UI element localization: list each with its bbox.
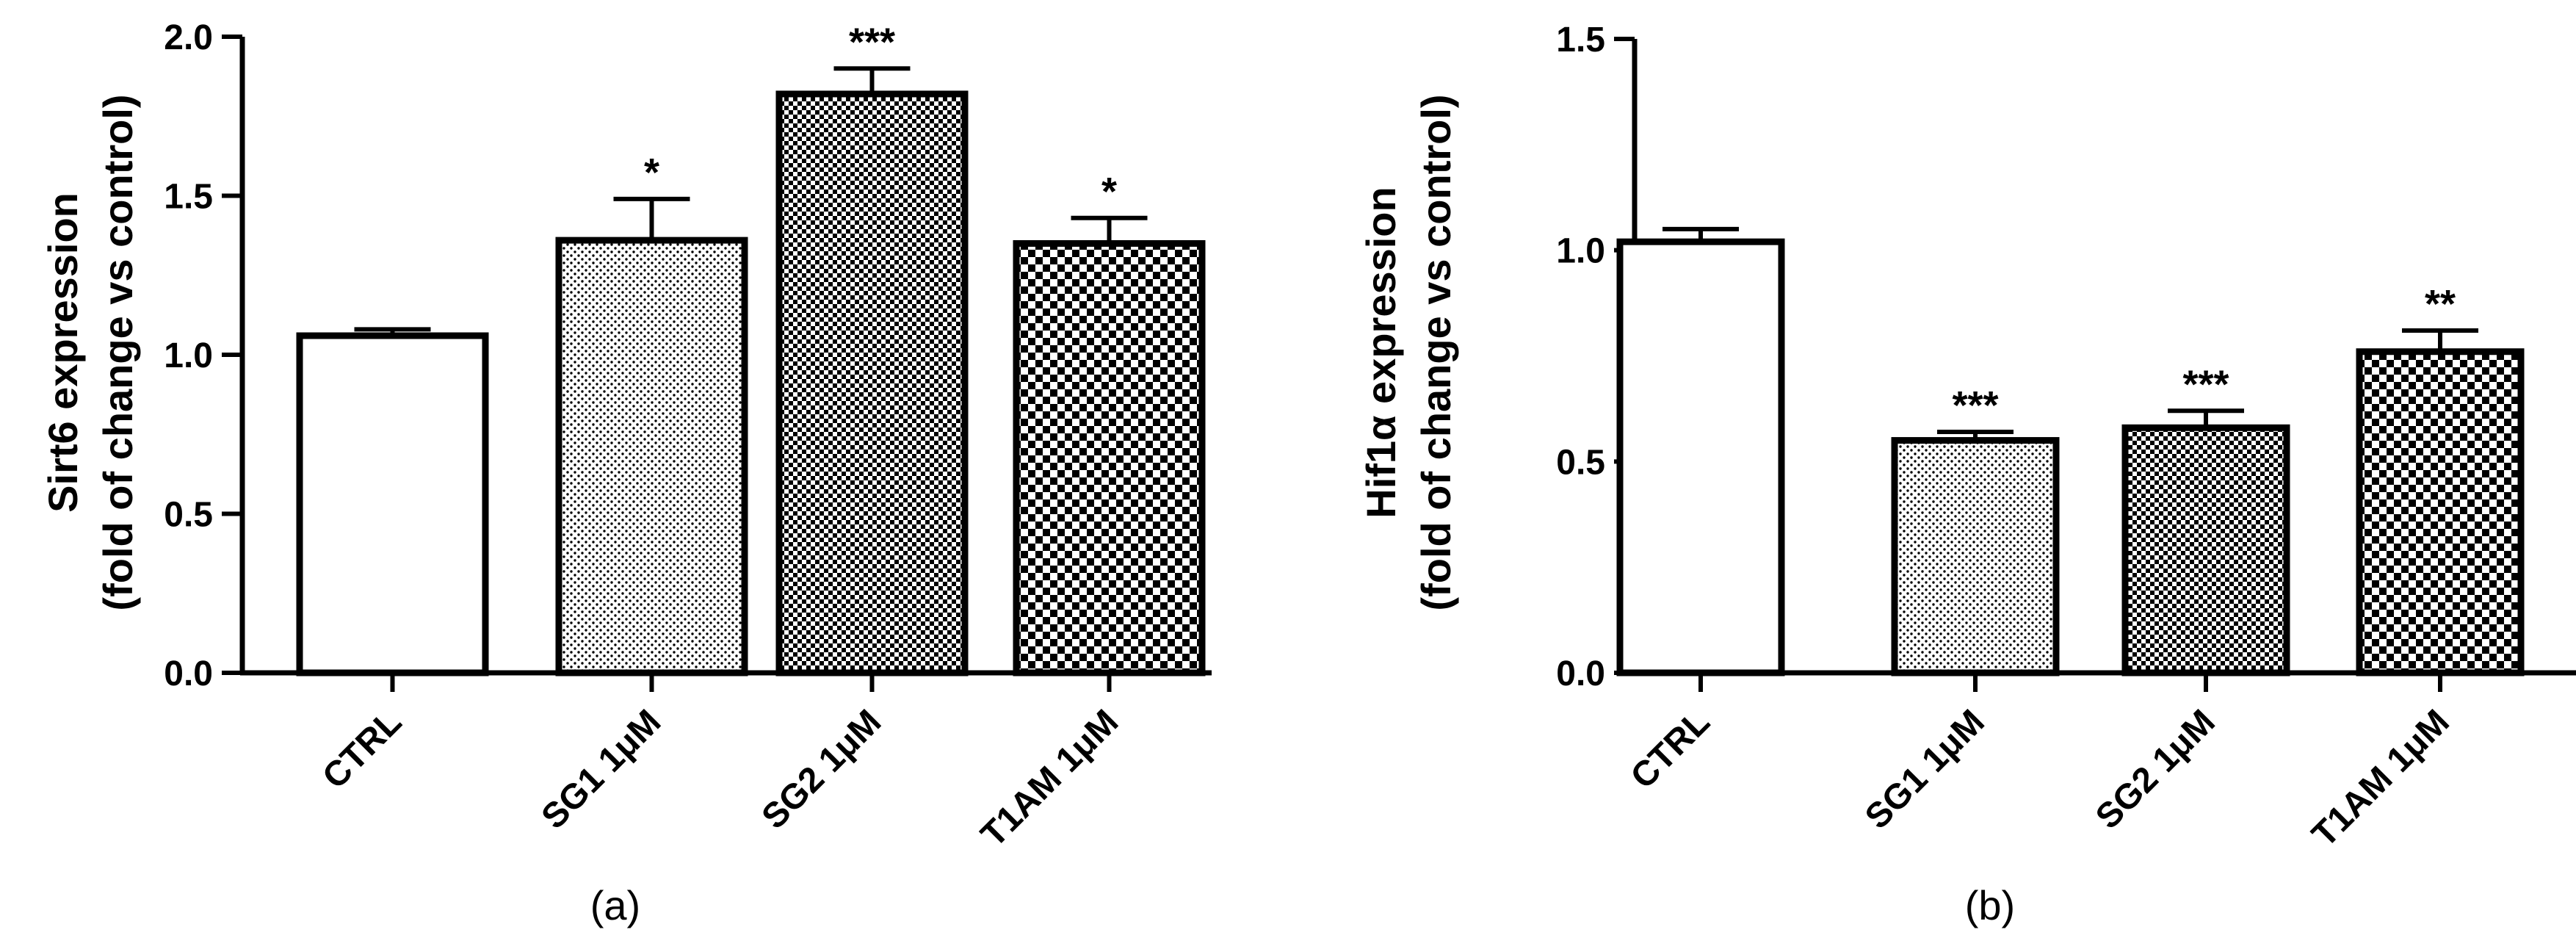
significance-marker: ** xyxy=(2425,282,2456,326)
chart-panel-b: 0.0 0.5 1.0 1.5 Hif1α expression (fold of cha… xyxy=(1358,21,2576,928)
bar-1 xyxy=(1616,238,1785,676)
chart-panel-a: 0.0 0.5 1.0 1.5 2.0 Sirt6 expression (fold of … xyxy=(40,18,1212,928)
category-label: CTRL xyxy=(315,702,409,796)
significance-marker: * xyxy=(1101,170,1117,214)
bar-2 xyxy=(1891,437,2060,676)
y-axis-label: Hif1α expression xyxy=(1358,187,1404,518)
category-label: T1AM 1μM xyxy=(974,702,1126,854)
category-label: CTRL xyxy=(1624,702,1718,796)
bar-3 xyxy=(2121,424,2290,676)
y-tick-label: 0.0 xyxy=(1556,654,1605,693)
y-tick-label: 1.0 xyxy=(164,336,213,375)
category-label: SG1 1μM xyxy=(1858,702,1992,837)
y-tick-label: 0.5 xyxy=(1556,443,1605,482)
category-label: SG1 1μM xyxy=(535,702,669,837)
significance-marker: * xyxy=(644,151,659,195)
y-axis-label: (fold of change vs control) xyxy=(95,94,141,610)
y-tick-label: 1.5 xyxy=(1556,21,1605,59)
significance-marker: *** xyxy=(1952,383,1998,427)
bar-3 xyxy=(775,90,969,676)
panel-label: (a) xyxy=(590,882,640,928)
y-tick-label: 0.5 xyxy=(164,496,213,535)
y-tick-label: 1.5 xyxy=(164,178,213,217)
category-label: SG2 1μM xyxy=(755,702,889,837)
panel-label: (b) xyxy=(1965,882,2015,928)
bar-1 xyxy=(296,332,489,676)
category-label: SG2 1μM xyxy=(2088,702,2223,837)
y-tick-label: 0.0 xyxy=(164,654,213,693)
bar-4 xyxy=(2356,348,2525,676)
bar-2 xyxy=(555,237,748,676)
y-axis-label: (fold of change vs control) xyxy=(1413,94,1459,610)
significance-marker: *** xyxy=(2182,362,2229,406)
significance-marker: *** xyxy=(849,20,895,64)
y-axis-label: Sirt6 expression xyxy=(40,192,86,513)
bar-4 xyxy=(1013,239,1206,676)
category-label: T1AM 1μM xyxy=(2305,702,2457,854)
y-tick-label: 2.0 xyxy=(164,18,213,57)
y-tick-label: 1.0 xyxy=(1556,232,1605,271)
